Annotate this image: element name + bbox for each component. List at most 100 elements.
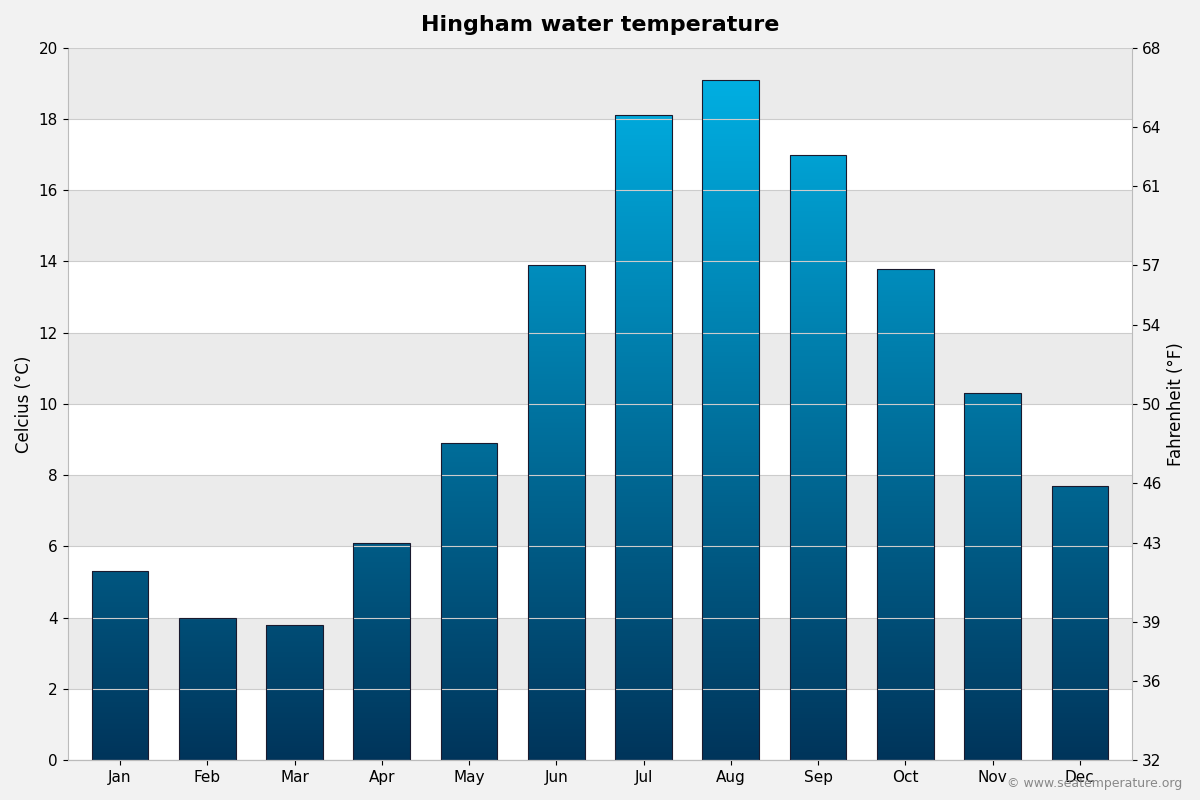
Bar	[877, 721, 934, 722]
Bar	[877, 477, 934, 478]
Bar	[965, 482, 1021, 484]
Bar	[440, 656, 498, 657]
Bar	[440, 584, 498, 585]
Bar	[528, 605, 584, 606]
Bar	[790, 173, 846, 174]
Bar	[528, 455, 584, 457]
Bar	[528, 575, 584, 577]
Bar	[616, 690, 672, 691]
Bar	[702, 563, 760, 565]
Bar	[790, 238, 846, 239]
Bar	[528, 351, 584, 353]
Bar	[440, 479, 498, 480]
Bar	[702, 581, 760, 583]
Bar	[528, 742, 584, 744]
Bar	[616, 737, 672, 738]
Bar	[877, 626, 934, 627]
Bar	[528, 673, 584, 674]
Bar	[965, 469, 1021, 470]
Bar	[528, 758, 584, 760]
Bar	[790, 417, 846, 419]
Bar	[616, 575, 672, 578]
Bar	[616, 309, 672, 311]
Bar	[702, 610, 760, 613]
Bar	[1051, 678, 1109, 679]
Bar	[790, 330, 846, 332]
Bar	[877, 472, 934, 474]
Bar	[528, 438, 584, 440]
Bar	[965, 510, 1021, 512]
Bar	[877, 469, 934, 470]
Bar	[965, 498, 1021, 500]
Bar	[702, 406, 760, 409]
Bar	[1051, 648, 1109, 649]
Bar	[790, 607, 846, 609]
Bar	[877, 516, 934, 518]
Bar	[877, 494, 934, 496]
Bar	[790, 205, 846, 207]
Bar	[440, 743, 498, 745]
Y-axis label: Celcius (°C): Celcius (°C)	[16, 355, 34, 453]
Bar	[877, 527, 934, 529]
Bar	[965, 530, 1021, 531]
Bar	[1051, 722, 1109, 724]
Bar	[702, 658, 760, 661]
Bar	[877, 510, 934, 511]
Bar	[790, 662, 846, 663]
Bar	[790, 223, 846, 226]
Bar	[616, 268, 672, 270]
Bar	[965, 614, 1021, 616]
Bar	[877, 431, 934, 433]
Bar	[702, 132, 760, 134]
Bar	[877, 575, 934, 577]
Bar	[616, 506, 672, 509]
Bar	[616, 126, 672, 128]
Bar	[616, 434, 672, 436]
Bar	[877, 282, 934, 283]
Bar	[702, 138, 760, 141]
Bar	[1051, 753, 1109, 754]
Bar	[616, 341, 672, 343]
Bar	[67, 689, 1133, 760]
Bar	[702, 458, 760, 461]
Bar	[1051, 603, 1109, 604]
Bar	[528, 333, 584, 334]
Bar	[790, 274, 846, 276]
Bar	[965, 744, 1021, 746]
Bar	[702, 404, 760, 406]
Bar	[702, 483, 760, 486]
Bar	[790, 752, 846, 754]
Bar	[790, 520, 846, 522]
Bar	[702, 141, 760, 143]
Bar	[790, 484, 846, 486]
Bar	[528, 480, 584, 482]
Bar	[877, 350, 934, 352]
Bar	[790, 306, 846, 308]
Bar	[702, 427, 760, 429]
Bar	[528, 300, 584, 302]
Bar	[965, 408, 1021, 409]
Bar	[790, 758, 846, 760]
Bar	[877, 502, 934, 503]
Bar	[877, 388, 934, 390]
Bar	[440, 721, 498, 722]
Bar	[790, 597, 846, 598]
Bar	[790, 169, 846, 170]
Bar	[702, 377, 760, 379]
Bar	[440, 706, 498, 707]
Bar	[790, 361, 846, 362]
Bar	[877, 285, 934, 286]
Bar	[440, 758, 498, 759]
Bar	[528, 752, 584, 754]
Bar	[702, 642, 760, 645]
Bar	[616, 221, 672, 223]
Bar	[702, 409, 760, 411]
Bar	[790, 370, 846, 373]
Bar	[877, 521, 934, 522]
Bar	[528, 420, 584, 422]
Bar	[616, 741, 672, 743]
Bar	[616, 255, 672, 258]
Bar	[528, 354, 584, 356]
Bar	[702, 170, 760, 173]
Bar	[877, 602, 934, 603]
